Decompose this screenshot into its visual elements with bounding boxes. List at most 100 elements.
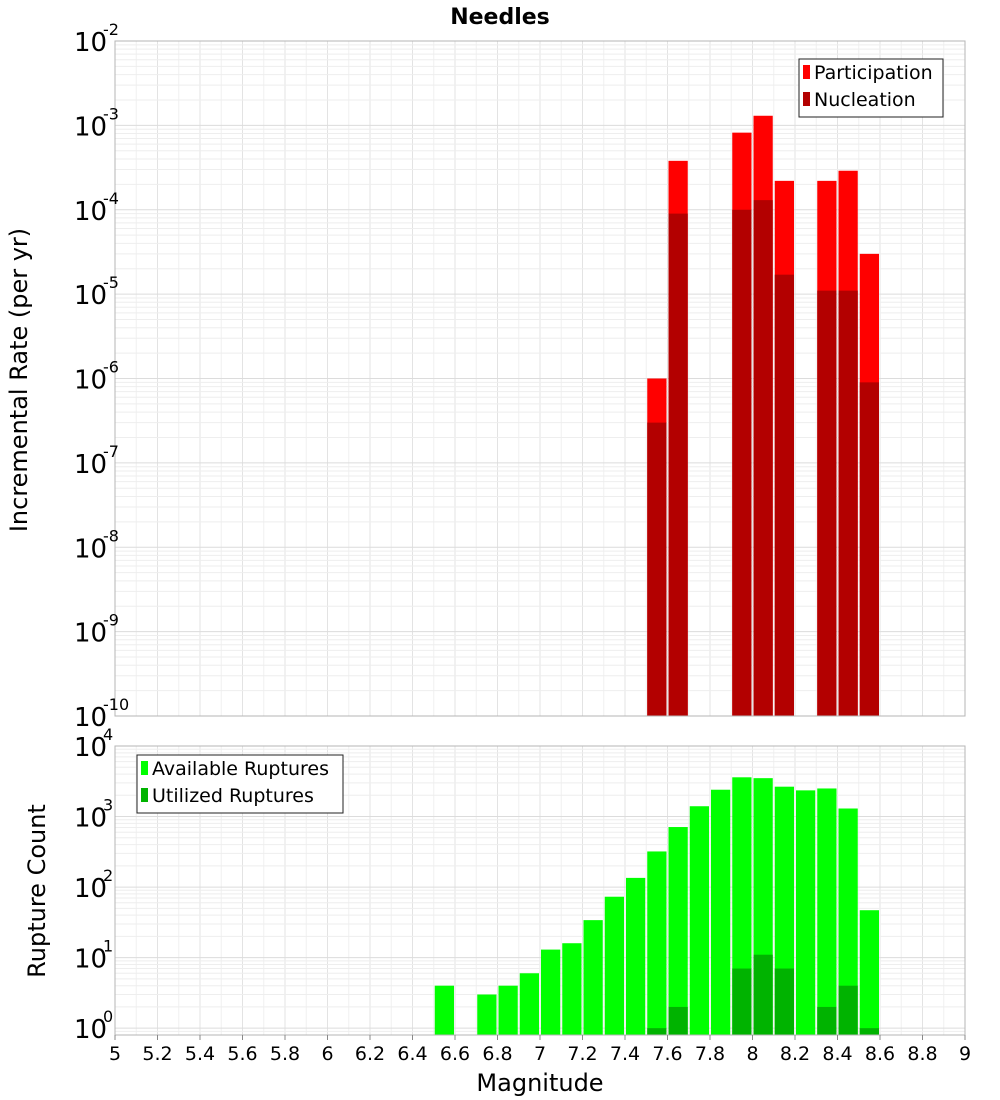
bottom-y-tick-label: 10 — [74, 945, 107, 975]
bottom-y-tick-label: 10 — [74, 874, 107, 904]
x-tick-label: 5.8 — [270, 1043, 300, 1065]
bottom-legend-swatch — [141, 761, 148, 775]
top-y-tick-label: 10 — [74, 534, 107, 564]
x-tick-label: 7 — [534, 1043, 546, 1065]
x-tick-label: 8.8 — [907, 1043, 937, 1065]
top-y-axis-label: Incremental Rate (per yr) — [5, 228, 33, 532]
bottom-bar-available-ruptures — [796, 790, 816, 1035]
x-ticks: 5 5.2 5.4 5.6 5.8 6 6.2 6.4 6.6 6.8 7 7.2 7.4 7.6 7.8 8… — [109, 1035, 971, 1065]
bottom-bar-available-ruptures — [498, 985, 518, 1035]
x-tick-label: 7.6 — [652, 1043, 682, 1065]
x-tick-label: 6 — [321, 1043, 333, 1065]
top-grid — [114, 40, 966, 717]
top-y-tick-label: 10 — [74, 703, 107, 733]
top-plot-frame — [114, 40, 966, 717]
top-legend-swatch — [803, 92, 810, 106]
bottom-y-axis-label: Rupture Count — [23, 804, 51, 978]
top-y-tick-exponent: -4 — [103, 189, 119, 208]
x-tick-label: 8.6 — [865, 1043, 895, 1065]
top-bar-nucleation — [859, 382, 879, 716]
x-tick-label: 5.6 — [227, 1043, 257, 1065]
top-bar-nucleation — [774, 274, 794, 716]
x-tick-label: 5 — [109, 1043, 121, 1065]
bottom-legend-label: Available Ruptures — [152, 758, 329, 780]
bottom-bars — [434, 777, 879, 1035]
bottom-bar-utilized-ruptures — [668, 1006, 688, 1035]
bottom-y-tick-exponent: 2 — [103, 866, 113, 885]
top-y-tick-label: 10 — [74, 619, 107, 649]
x-tick-label: 7.4 — [610, 1043, 640, 1065]
bottom-bar-available-ruptures — [817, 788, 837, 1035]
top-y-tick-label: 10 — [74, 197, 107, 227]
top-legend-label: Nucleation — [814, 89, 916, 111]
bottom-y-tick-label: 10 — [74, 733, 107, 763]
top-y-tick-label: 10 — [74, 366, 107, 396]
bottom-legend-label: Utilized Ruptures — [152, 785, 314, 807]
bottom-bar-utilized-ruptures — [774, 968, 794, 1035]
top-bar-nucleation — [732, 209, 752, 716]
bottom-bar-available-ruptures — [434, 985, 454, 1035]
x-tick-label: 6.4 — [397, 1043, 427, 1065]
top-plot-area: 10-1010-910-810-710-610-510-410-310-2Par… — [74, 20, 966, 733]
bottom-bar-utilized-ruptures — [817, 1006, 837, 1035]
top-legend: Participation Nucleation — [798, 58, 944, 118]
top-y-tick-exponent: -8 — [103, 526, 119, 545]
bottom-y-tick-exponent: 3 — [103, 796, 113, 815]
top-y-tick-exponent: -9 — [103, 611, 119, 630]
bottom-bar-utilized-ruptures — [859, 1028, 879, 1035]
bottom-y-tick-exponent: 4 — [103, 725, 113, 744]
top-bar-nucleation — [753, 200, 773, 716]
x-axis-label: Magnitude — [476, 1069, 603, 1097]
top-y-tick-exponent: -7 — [103, 442, 119, 461]
bottom-legend: Available Ruptures Utilized Ruptures — [136, 754, 344, 814]
bottom-bar-utilized-ruptures — [838, 985, 858, 1035]
top-bar-nucleation — [838, 290, 858, 716]
x-tick-label: 8.4 — [822, 1043, 852, 1065]
bottom-bar-available-ruptures — [562, 943, 582, 1035]
top-y-tick-label: 10 — [74, 450, 107, 480]
top-y-tick-exponent: -2 — [103, 20, 119, 39]
top-bar-nucleation — [817, 290, 837, 716]
bottom-bar-available-ruptures — [626, 877, 646, 1035]
top-y-tick-label: 10 — [74, 28, 107, 58]
top-y-tick-label: 10 — [74, 112, 107, 142]
top-bar-nucleation — [647, 422, 667, 716]
bottom-y-tick-exponent: 0 — [103, 1007, 113, 1026]
top-y-tick-exponent: -3 — [103, 104, 119, 123]
x-tick-label: 8 — [746, 1043, 758, 1065]
bottom-bar-available-ruptures — [838, 808, 858, 1035]
bottom-bar-available-ruptures — [668, 827, 688, 1035]
bottom-bar-available-ruptures — [477, 994, 497, 1035]
top-legend-swatch — [803, 65, 810, 79]
x-tick-label: 7.8 — [695, 1043, 725, 1065]
bottom-bar-available-ruptures — [647, 851, 667, 1035]
bottom-bar-available-ruptures — [541, 949, 561, 1035]
chart-title: Needles — [450, 5, 550, 30]
x-tick-label: 7.2 — [567, 1043, 597, 1065]
bottom-bar-available-ruptures — [583, 920, 603, 1035]
top-y-tick-exponent: -5 — [103, 273, 119, 292]
x-tick-label: 8.2 — [780, 1043, 810, 1065]
bottom-bar-available-ruptures — [519, 973, 539, 1035]
top-bar-nucleation — [668, 213, 688, 717]
x-tick-label: 6.6 — [440, 1043, 470, 1065]
bottom-bar-utilized-ruptures — [732, 968, 752, 1035]
x-tick-label: 5.2 — [142, 1043, 172, 1065]
bottom-y-tick-label: 10 — [74, 1015, 107, 1045]
top-y-tick-label: 10 — [74, 281, 107, 311]
x-tick-label: 9 — [959, 1043, 971, 1065]
bottom-legend-swatch — [141, 788, 148, 802]
top-y-tick-exponent: -10 — [103, 695, 129, 714]
top-bars — [647, 115, 879, 717]
bottom-bar-utilized-ruptures — [753, 954, 773, 1035]
top-y-tick-exponent: -6 — [103, 358, 119, 377]
bottom-legend-box — [136, 754, 344, 814]
bottom-y-tick-exponent: 1 — [103, 937, 113, 956]
bottom-bar-available-ruptures — [711, 789, 731, 1035]
bottom-bar-utilized-ruptures — [647, 1028, 667, 1035]
top-legend-label: Participation — [814, 62, 933, 84]
